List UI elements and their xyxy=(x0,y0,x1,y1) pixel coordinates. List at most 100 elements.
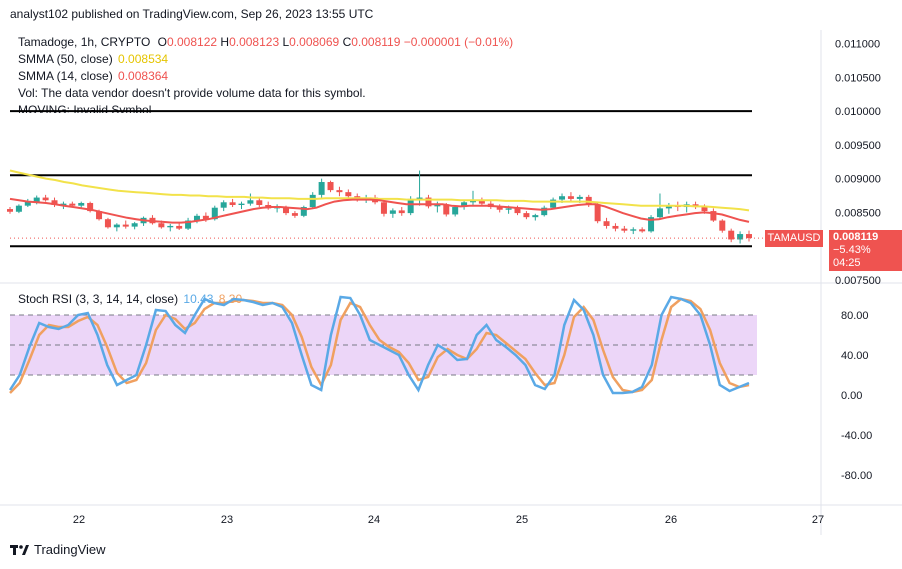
price-tick-label: 0.011000 xyxy=(835,39,880,51)
change-value: −0.000001 (−0.01%) xyxy=(403,35,514,49)
stoch-tick-label: 0.00 xyxy=(841,390,862,402)
candle-body xyxy=(639,229,646,232)
symbol-legend: Tamadoge, 1h, CRYPTO O0.008122 H0.008123… xyxy=(18,35,513,49)
candle-body xyxy=(345,192,352,197)
candle-body xyxy=(33,197,40,202)
candle-body xyxy=(505,208,512,210)
candle-body xyxy=(630,229,637,231)
time-tick-label: 27 xyxy=(812,514,824,526)
candle-body xyxy=(407,198,414,214)
candle-body xyxy=(238,203,245,205)
price-tag: TAMAUSD 0.008119 −5.43% 04:25 xyxy=(765,230,902,272)
candle-body xyxy=(256,200,263,205)
high-label: H xyxy=(220,35,230,49)
candle-body xyxy=(211,207,218,220)
candle-body xyxy=(229,202,236,205)
candle-body xyxy=(131,223,138,227)
candle-body xyxy=(318,182,325,195)
candle-body xyxy=(291,213,298,216)
candle-body xyxy=(746,234,752,239)
candle-body xyxy=(559,196,566,200)
candle-body xyxy=(7,209,13,212)
price-pane: 0.011000 0.010500 0.010000 0.009500 0.009000… xyxy=(0,39,902,287)
time-tick-label: 22 xyxy=(73,514,85,526)
candle-body xyxy=(478,200,485,204)
volume-legend: Vol: The data vendor doesn't provide vol… xyxy=(18,86,366,100)
candle-body xyxy=(104,219,111,228)
price-tick-label: 0.010000 xyxy=(835,106,881,118)
candle-body xyxy=(389,210,396,214)
candle-body xyxy=(541,207,548,216)
candle-body xyxy=(621,228,628,231)
candle-body xyxy=(656,208,663,218)
sma14-value: 0.008364 xyxy=(118,69,169,83)
time-tick-label: 23 xyxy=(221,514,233,526)
candle-body xyxy=(398,210,405,214)
price-tag-change: −5.43% xyxy=(833,244,871,257)
close-label: C xyxy=(342,35,352,49)
candle-body xyxy=(300,207,307,216)
open-value: 0.008122 xyxy=(166,35,218,49)
high-value: 0.008123 xyxy=(229,35,280,49)
candle-body xyxy=(514,208,521,214)
candle-body xyxy=(496,207,503,210)
candle-body xyxy=(523,213,530,218)
candle-body xyxy=(567,196,574,199)
sma50-legend[interactable]: SMMA (50, close) 0.008534 xyxy=(18,52,168,66)
tradingview-logo-icon xyxy=(10,544,29,555)
candle-body xyxy=(336,190,343,193)
candle-body xyxy=(78,202,85,206)
low-value: 0.008069 xyxy=(289,35,340,49)
sma14-label: SMMA (14, close) xyxy=(18,69,113,83)
candle-body xyxy=(309,194,316,208)
candle-body xyxy=(532,215,539,218)
price-tag-box: 0.008119 −5.43% 04:25 xyxy=(829,230,902,272)
candle-body xyxy=(122,224,129,227)
low-label: L xyxy=(282,35,290,49)
publisher-line: analyst102 published on TradingView.com,… xyxy=(10,7,374,21)
price-tick-label: 0.008500 xyxy=(835,207,881,219)
candle-body xyxy=(176,225,183,229)
stoch-rsi-legend[interactable]: Stoch RSI (3, 3, 14, 14, close) 10.43 8.… xyxy=(18,292,243,306)
candle-body xyxy=(158,223,165,228)
candle-body xyxy=(380,202,387,214)
stoch-tick-label: -80.00 xyxy=(841,470,872,482)
stoch-d-line xyxy=(9,297,750,394)
candle-body xyxy=(665,205,672,209)
price-tick-label: 0.007500 xyxy=(835,275,881,287)
candle-body xyxy=(585,196,592,205)
stoch-rsi-pane: 80.00 40.00 0.00 -40.00 -80.00 xyxy=(8,295,872,482)
price-tag-price: 0.008119 xyxy=(833,231,879,244)
close-value: 0.008119 xyxy=(351,35,401,49)
candle-body xyxy=(425,197,432,207)
candle-body xyxy=(247,200,254,204)
stoch-k-line xyxy=(8,295,750,395)
candle-body xyxy=(612,225,619,229)
moving-legend: MOVING: Invalid Symbol xyxy=(18,103,152,113)
candle-body xyxy=(443,204,450,215)
stoch-rsi-label: Stoch RSI (3, 3, 14, 14, close) xyxy=(18,292,179,306)
candle-body xyxy=(87,202,94,212)
stoch-k-value: 10.43 xyxy=(183,292,214,306)
stoch-tick-label: 80.00 xyxy=(841,310,869,322)
candle-body xyxy=(603,221,610,226)
candle-body xyxy=(576,196,583,199)
sma50-label: SMMA (50, close) xyxy=(18,52,113,66)
sma14-legend[interactable]: SMMA (14, close) 0.008364 xyxy=(18,69,168,83)
candle-body xyxy=(550,199,557,208)
symbol-name[interactable]: Tamadoge, 1h, CRYPTO xyxy=(18,35,151,49)
sma50-line xyxy=(9,169,750,212)
candle-body xyxy=(220,202,227,208)
candle-body xyxy=(24,201,31,206)
candle-body xyxy=(737,234,744,240)
candle-body xyxy=(42,197,49,201)
candle-body xyxy=(113,224,120,228)
candle-body xyxy=(185,220,192,229)
price-tick-label: 0.010500 xyxy=(835,72,881,84)
footer-brand[interactable]: TradingView xyxy=(10,542,106,557)
candle-body xyxy=(60,203,67,205)
price-tick-label: 0.009000 xyxy=(835,174,881,186)
stoch-tick-label: 40.00 xyxy=(841,350,869,362)
candle-body xyxy=(416,197,423,199)
